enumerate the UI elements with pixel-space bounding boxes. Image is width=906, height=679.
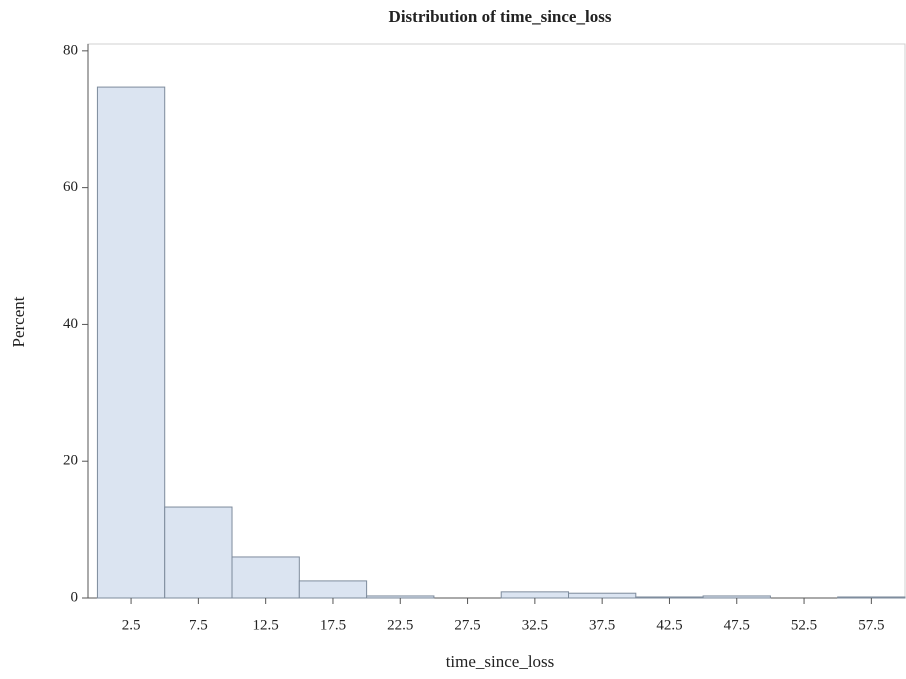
y-tick-label: 80 bbox=[63, 42, 78, 58]
x-tick-label: 47.5 bbox=[724, 617, 750, 633]
y-tick-label: 40 bbox=[63, 316, 78, 332]
x-tick-label: 42.5 bbox=[656, 617, 682, 633]
x-tick-label: 12.5 bbox=[253, 617, 279, 633]
x-tick-label: 57.5 bbox=[858, 617, 884, 633]
x-tick-label: 52.5 bbox=[791, 617, 817, 633]
chart-title: Distribution of time_since_loss bbox=[389, 7, 612, 26]
x-tick-label: 22.5 bbox=[387, 617, 413, 633]
bar bbox=[164, 506, 233, 599]
y-tick-label: 20 bbox=[63, 453, 78, 469]
y-tick-label: 0 bbox=[71, 589, 79, 605]
bar bbox=[298, 580, 368, 599]
x-axis-label: time_since_loss bbox=[446, 652, 555, 671]
bar bbox=[366, 595, 435, 599]
bar bbox=[568, 592, 637, 599]
bar bbox=[96, 86, 166, 599]
bar bbox=[231, 556, 300, 599]
x-tick-label: 37.5 bbox=[589, 617, 615, 633]
x-tick-label: 7.5 bbox=[189, 617, 208, 633]
y-axis-label: Percent bbox=[9, 296, 28, 347]
x-tick-label: 27.5 bbox=[454, 617, 480, 633]
x-tick-label: 32.5 bbox=[522, 617, 548, 633]
bar bbox=[702, 595, 771, 599]
x-tick-label: 2.5 bbox=[122, 617, 141, 633]
bar bbox=[635, 596, 704, 599]
bar bbox=[837, 596, 906, 599]
x-tick-label: 17.5 bbox=[320, 617, 346, 633]
bar bbox=[500, 591, 570, 599]
y-tick-label: 60 bbox=[63, 179, 78, 195]
